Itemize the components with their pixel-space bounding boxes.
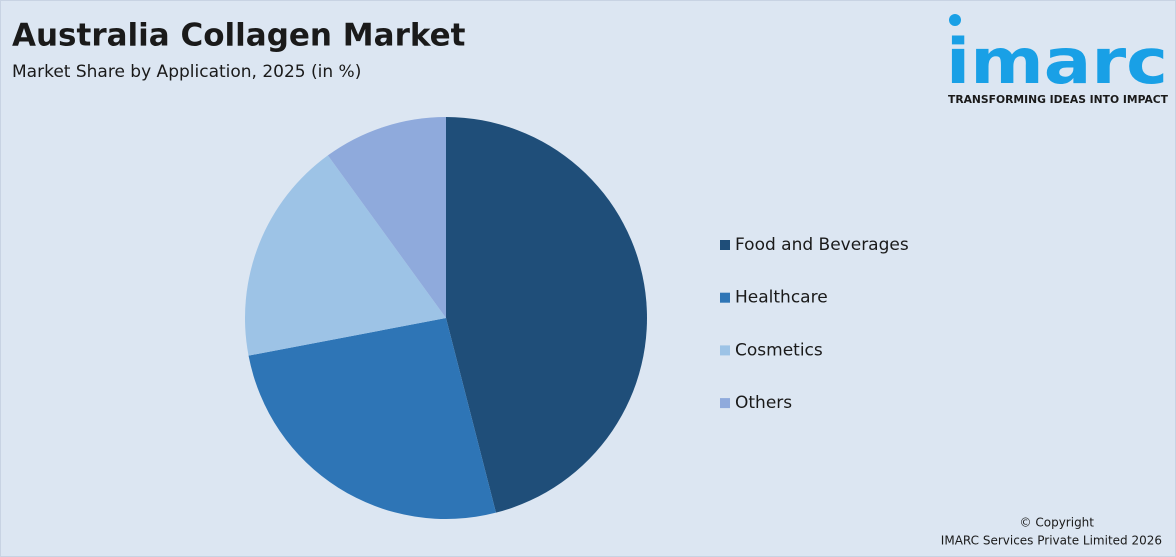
- legend-swatch: [720, 398, 730, 409]
- company: IMARC Services Private Limited 2026: [941, 534, 1162, 548]
- pie-slice: [248, 318, 496, 519]
- chart-title: Australia Collagen Market: [12, 18, 466, 54]
- legend-swatch: [720, 345, 730, 356]
- legend-swatch: [720, 292, 730, 303]
- logo-dot: [949, 14, 961, 26]
- pie-slice: [446, 117, 647, 513]
- logo: imarc: [946, 25, 1168, 98]
- pie-slice: [244, 155, 446, 356]
- legend-label: Healthcare: [735, 288, 828, 308]
- pie-slice: [327, 117, 446, 318]
- legend-swatch: [720, 240, 730, 250]
- chart-subtitle: Market Share by Application, 2025 (in %): [12, 62, 361, 82]
- logo-tagline: TRANSFORMING IDEAS INTO IMPACT: [948, 93, 1168, 106]
- legend-label: Others: [735, 393, 792, 413]
- pie: [244, 117, 647, 519]
- copyright: © Copyright: [1020, 516, 1095, 530]
- legend-label: Cosmetics: [735, 340, 823, 360]
- legend-label: Food and Beverages: [735, 235, 909, 255]
- legend: Food and Beverages Healthcare Cosmetics Oth…: [720, 235, 909, 413]
